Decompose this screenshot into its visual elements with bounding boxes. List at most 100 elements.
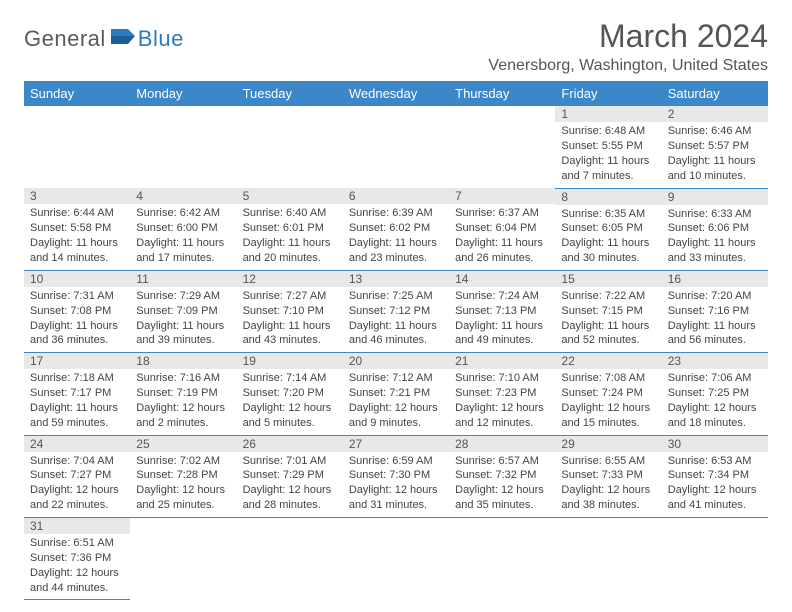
day-content: Sunrise: 7:16 AMSunset: 7:19 PMDaylight:… bbox=[130, 369, 236, 434]
calendar-cell bbox=[130, 106, 236, 188]
sunrise-text: Sunrise: 7:29 AM bbox=[136, 289, 230, 304]
sunset-text: Sunset: 7:16 PM bbox=[668, 304, 762, 319]
sunrise-text: Sunrise: 7:18 AM bbox=[30, 371, 124, 386]
daylight-text: Daylight: 12 hours and 18 minutes. bbox=[668, 401, 762, 431]
calendar-cell bbox=[662, 518, 768, 600]
calendar-week-row: 17Sunrise: 7:18 AMSunset: 7:17 PMDayligh… bbox=[24, 353, 768, 435]
calendar-week-row: 31Sunrise: 6:51 AMSunset: 7:36 PMDayligh… bbox=[24, 518, 768, 600]
daylight-text: Daylight: 11 hours and 17 minutes. bbox=[136, 236, 230, 266]
sunrise-text: Sunrise: 7:06 AM bbox=[668, 371, 762, 386]
sunset-text: Sunset: 7:10 PM bbox=[243, 304, 337, 319]
day-content: Sunrise: 7:01 AMSunset: 7:29 PMDaylight:… bbox=[237, 452, 343, 517]
day-content: Sunrise: 7:06 AMSunset: 7:25 PMDaylight:… bbox=[662, 369, 768, 434]
month-title: March 2024 bbox=[488, 18, 768, 55]
daylight-text: Daylight: 11 hours and 14 minutes. bbox=[30, 236, 124, 266]
day-number: 19 bbox=[237, 353, 343, 369]
sunset-text: Sunset: 5:55 PM bbox=[561, 139, 655, 154]
daylight-text: Daylight: 12 hours and 28 minutes. bbox=[243, 483, 337, 513]
daylight-text: Daylight: 12 hours and 35 minutes. bbox=[455, 483, 549, 513]
daylight-text: Daylight: 12 hours and 38 minutes. bbox=[561, 483, 655, 513]
daylight-text: Daylight: 12 hours and 12 minutes. bbox=[455, 401, 549, 431]
weekday-header: Monday bbox=[130, 81, 236, 106]
calendar-cell: 18Sunrise: 7:16 AMSunset: 7:19 PMDayligh… bbox=[130, 353, 236, 435]
sunset-text: Sunset: 7:15 PM bbox=[561, 304, 655, 319]
calendar-cell bbox=[237, 106, 343, 188]
calendar-cell: 20Sunrise: 7:12 AMSunset: 7:21 PMDayligh… bbox=[343, 353, 449, 435]
day-number: 28 bbox=[449, 436, 555, 452]
calendar-cell: 26Sunrise: 7:01 AMSunset: 7:29 PMDayligh… bbox=[237, 435, 343, 517]
sunrise-text: Sunrise: 6:33 AM bbox=[668, 207, 762, 222]
sunrise-text: Sunrise: 7:25 AM bbox=[349, 289, 443, 304]
calendar-cell: 28Sunrise: 6:57 AMSunset: 7:32 PMDayligh… bbox=[449, 435, 555, 517]
sunrise-text: Sunrise: 6:44 AM bbox=[30, 206, 124, 221]
sunset-text: Sunset: 6:02 PM bbox=[349, 221, 443, 236]
sunset-text: Sunset: 7:17 PM bbox=[30, 386, 124, 401]
calendar-cell: 8Sunrise: 6:35 AMSunset: 6:05 PMDaylight… bbox=[555, 188, 661, 270]
daylight-text: Daylight: 11 hours and 59 minutes. bbox=[30, 401, 124, 431]
day-number: 18 bbox=[130, 353, 236, 369]
daylight-text: Daylight: 12 hours and 31 minutes. bbox=[349, 483, 443, 513]
logo: General Blue bbox=[24, 26, 184, 52]
day-number: 23 bbox=[662, 353, 768, 369]
calendar-cell: 7Sunrise: 6:37 AMSunset: 6:04 PMDaylight… bbox=[449, 188, 555, 270]
sunset-text: Sunset: 7:21 PM bbox=[349, 386, 443, 401]
sunset-text: Sunset: 7:24 PM bbox=[561, 386, 655, 401]
sunrise-text: Sunrise: 6:57 AM bbox=[455, 454, 549, 469]
sunset-text: Sunset: 7:34 PM bbox=[668, 468, 762, 483]
day-content: Sunrise: 6:33 AMSunset: 6:06 PMDaylight:… bbox=[662, 205, 768, 270]
day-content: Sunrise: 7:22 AMSunset: 7:15 PMDaylight:… bbox=[555, 287, 661, 352]
calendar-cell: 21Sunrise: 7:10 AMSunset: 7:23 PMDayligh… bbox=[449, 353, 555, 435]
sunset-text: Sunset: 7:33 PM bbox=[561, 468, 655, 483]
sunrise-text: Sunrise: 6:40 AM bbox=[243, 206, 337, 221]
day-number: 16 bbox=[662, 271, 768, 287]
day-content: Sunrise: 7:14 AMSunset: 7:20 PMDaylight:… bbox=[237, 369, 343, 434]
day-number: 27 bbox=[343, 436, 449, 452]
day-number: 5 bbox=[237, 188, 343, 204]
day-content: Sunrise: 7:27 AMSunset: 7:10 PMDaylight:… bbox=[237, 287, 343, 352]
logo-text-blue: Blue bbox=[138, 26, 184, 52]
sunrise-text: Sunrise: 7:10 AM bbox=[455, 371, 549, 386]
daylight-text: Daylight: 12 hours and 2 minutes. bbox=[136, 401, 230, 431]
sunset-text: Sunset: 6:01 PM bbox=[243, 221, 337, 236]
logo-text-general: General bbox=[24, 26, 106, 52]
daylight-text: Daylight: 11 hours and 43 minutes. bbox=[243, 319, 337, 349]
location: Venersborg, Washington, United States bbox=[488, 57, 768, 75]
calendar-cell: 10Sunrise: 7:31 AMSunset: 7:08 PMDayligh… bbox=[24, 270, 130, 352]
calendar-cell: 9Sunrise: 6:33 AMSunset: 6:06 PMDaylight… bbox=[662, 188, 768, 270]
day-content: Sunrise: 7:10 AMSunset: 7:23 PMDaylight:… bbox=[449, 369, 555, 434]
calendar-week-row: 10Sunrise: 7:31 AMSunset: 7:08 PMDayligh… bbox=[24, 270, 768, 352]
sunrise-text: Sunrise: 7:02 AM bbox=[136, 454, 230, 469]
day-content: Sunrise: 7:29 AMSunset: 7:09 PMDaylight:… bbox=[130, 287, 236, 352]
day-content: Sunrise: 6:42 AMSunset: 6:00 PMDaylight:… bbox=[130, 204, 236, 269]
day-number: 17 bbox=[24, 353, 130, 369]
calendar-cell: 1Sunrise: 6:48 AMSunset: 5:55 PMDaylight… bbox=[555, 106, 661, 188]
day-content: Sunrise: 6:55 AMSunset: 7:33 PMDaylight:… bbox=[555, 452, 661, 517]
sunset-text: Sunset: 7:19 PM bbox=[136, 386, 230, 401]
sunrise-text: Sunrise: 6:35 AM bbox=[561, 207, 655, 222]
daylight-text: Daylight: 11 hours and 26 minutes. bbox=[455, 236, 549, 266]
weekday-header: Friday bbox=[555, 81, 661, 106]
day-content: Sunrise: 7:18 AMSunset: 7:17 PMDaylight:… bbox=[24, 369, 130, 434]
sunset-text: Sunset: 5:58 PM bbox=[30, 221, 124, 236]
daylight-text: Daylight: 12 hours and 25 minutes. bbox=[136, 483, 230, 513]
day-content: Sunrise: 6:37 AMSunset: 6:04 PMDaylight:… bbox=[449, 204, 555, 269]
title-block: March 2024 Venersborg, Washington, Unite… bbox=[488, 18, 768, 75]
sunset-text: Sunset: 6:05 PM bbox=[561, 221, 655, 236]
sunset-text: Sunset: 7:23 PM bbox=[455, 386, 549, 401]
calendar-cell: 19Sunrise: 7:14 AMSunset: 7:20 PMDayligh… bbox=[237, 353, 343, 435]
day-number: 7 bbox=[449, 188, 555, 204]
day-content: Sunrise: 6:48 AMSunset: 5:55 PMDaylight:… bbox=[555, 122, 661, 187]
day-number: 26 bbox=[237, 436, 343, 452]
sunset-text: Sunset: 6:04 PM bbox=[455, 221, 549, 236]
day-number: 12 bbox=[237, 271, 343, 287]
sunrise-text: Sunrise: 7:24 AM bbox=[455, 289, 549, 304]
sunrise-text: Sunrise: 7:12 AM bbox=[349, 371, 443, 386]
day-number: 13 bbox=[343, 271, 449, 287]
day-content: Sunrise: 7:04 AMSunset: 7:27 PMDaylight:… bbox=[24, 452, 130, 517]
daylight-text: Daylight: 11 hours and 49 minutes. bbox=[455, 319, 549, 349]
calendar-cell: 5Sunrise: 6:40 AMSunset: 6:01 PMDaylight… bbox=[237, 188, 343, 270]
sunset-text: Sunset: 7:12 PM bbox=[349, 304, 443, 319]
calendar-cell: 13Sunrise: 7:25 AMSunset: 7:12 PMDayligh… bbox=[343, 270, 449, 352]
sunset-text: Sunset: 7:08 PM bbox=[30, 304, 124, 319]
day-content: Sunrise: 6:46 AMSunset: 5:57 PMDaylight:… bbox=[662, 122, 768, 187]
